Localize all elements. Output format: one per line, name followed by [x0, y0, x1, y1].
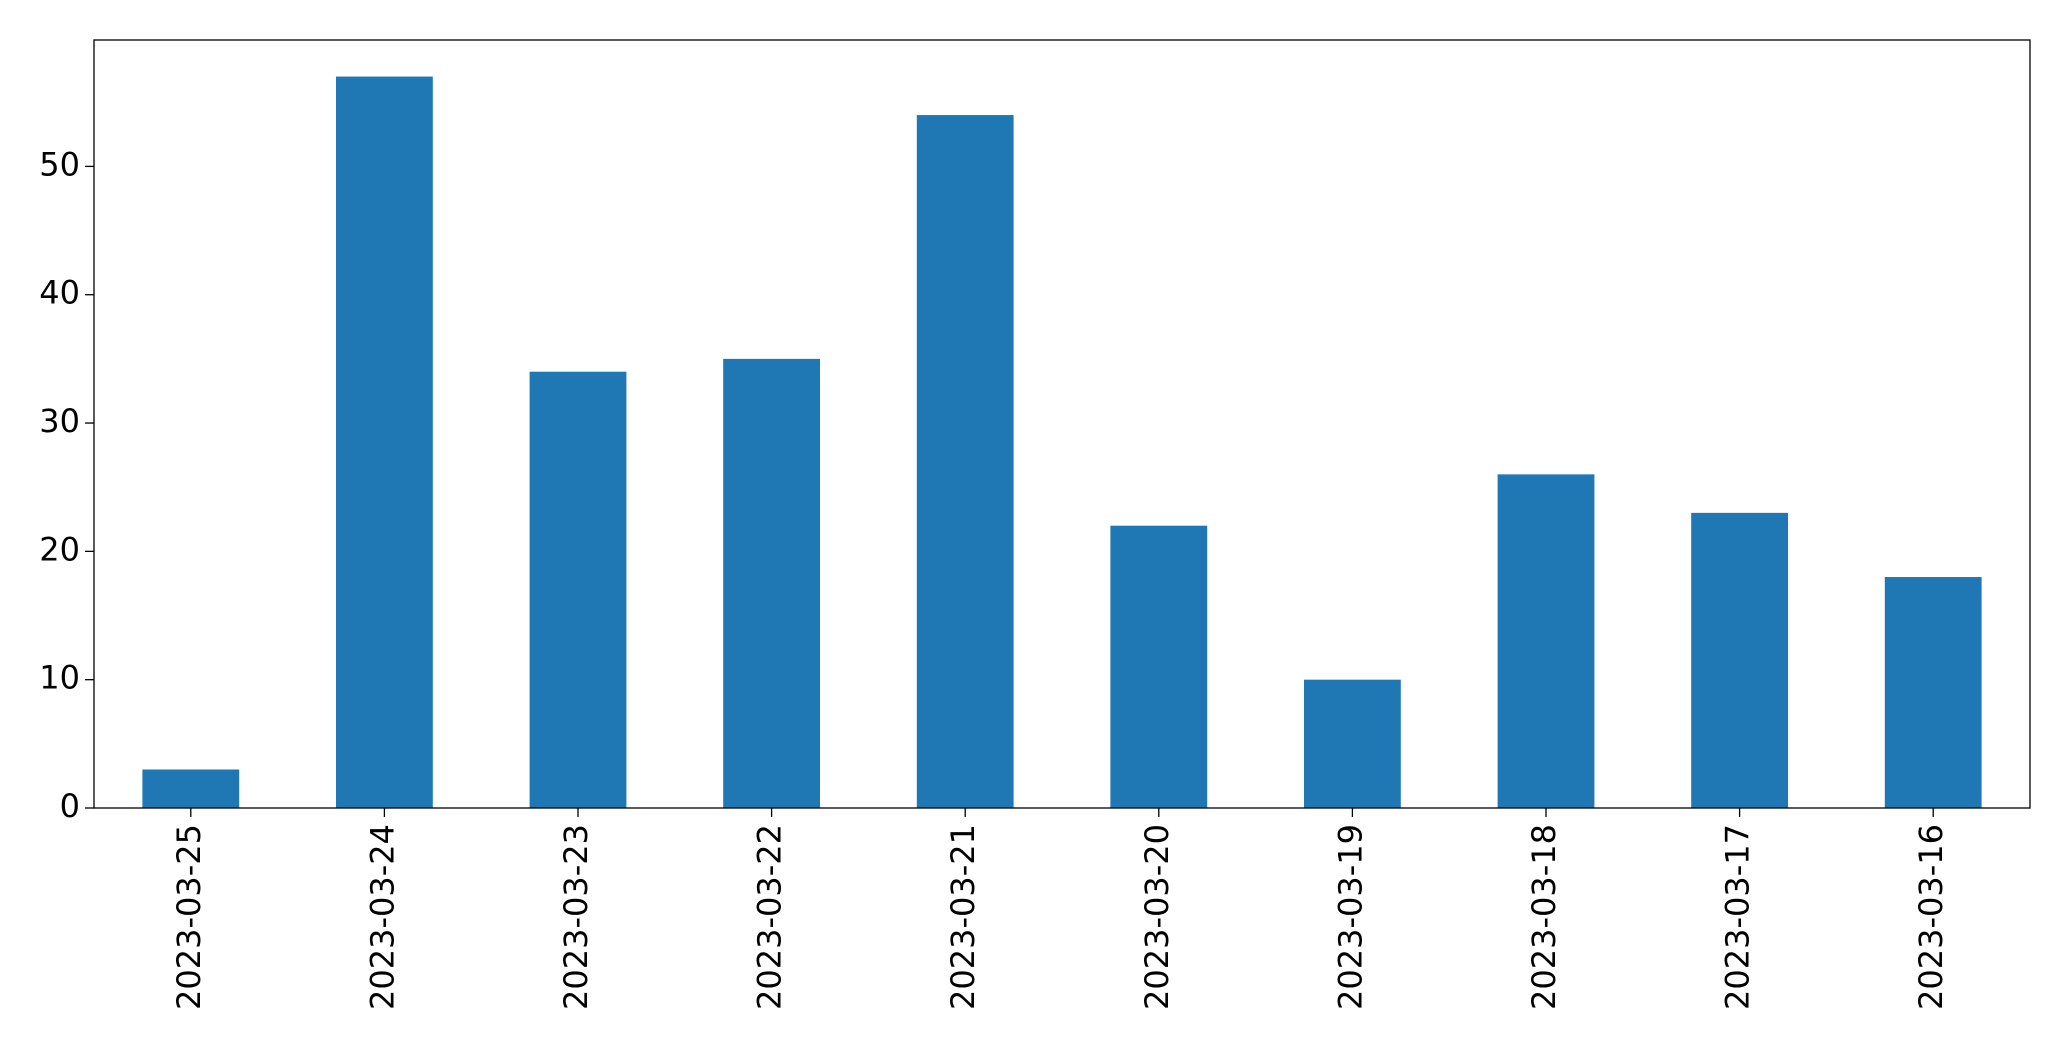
x-tick-label: 2023-03-24 [363, 824, 401, 1010]
y-tick-label: 10 [39, 659, 80, 697]
x-tick-label: 2023-03-23 [557, 824, 595, 1010]
bar [1884, 577, 1982, 808]
bar [1497, 474, 1595, 808]
bar [142, 769, 240, 808]
bar [723, 358, 820, 808]
y-tick-label: 30 [39, 402, 80, 440]
bar [916, 115, 1014, 808]
x-tick-label: 2023-03-21 [944, 824, 982, 1010]
y-tick-label: 0 [60, 787, 80, 825]
y-tick-label: 40 [39, 274, 80, 312]
bar [529, 371, 627, 808]
bar [336, 76, 433, 809]
x-tick-label: 2023-03-20 [1138, 824, 1176, 1010]
x-tick-label: 2023-03-22 [751, 824, 789, 1010]
y-tick-label: 20 [39, 530, 80, 568]
plot-frame [93, 39, 2031, 809]
x-tick-label: 2023-03-17 [1719, 824, 1757, 1010]
x-tick-label: 2023-03-18 [1525, 824, 1563, 1010]
x-tick-label: 2023-03-16 [1912, 824, 1950, 1010]
x-tick-label: 2023-03-25 [170, 824, 208, 1010]
bar [1691, 512, 1788, 808]
bar [1110, 525, 1208, 808]
bar [1304, 679, 1401, 808]
y-tick-label: 50 [39, 145, 80, 183]
x-tick-label: 2023-03-19 [1331, 824, 1369, 1010]
